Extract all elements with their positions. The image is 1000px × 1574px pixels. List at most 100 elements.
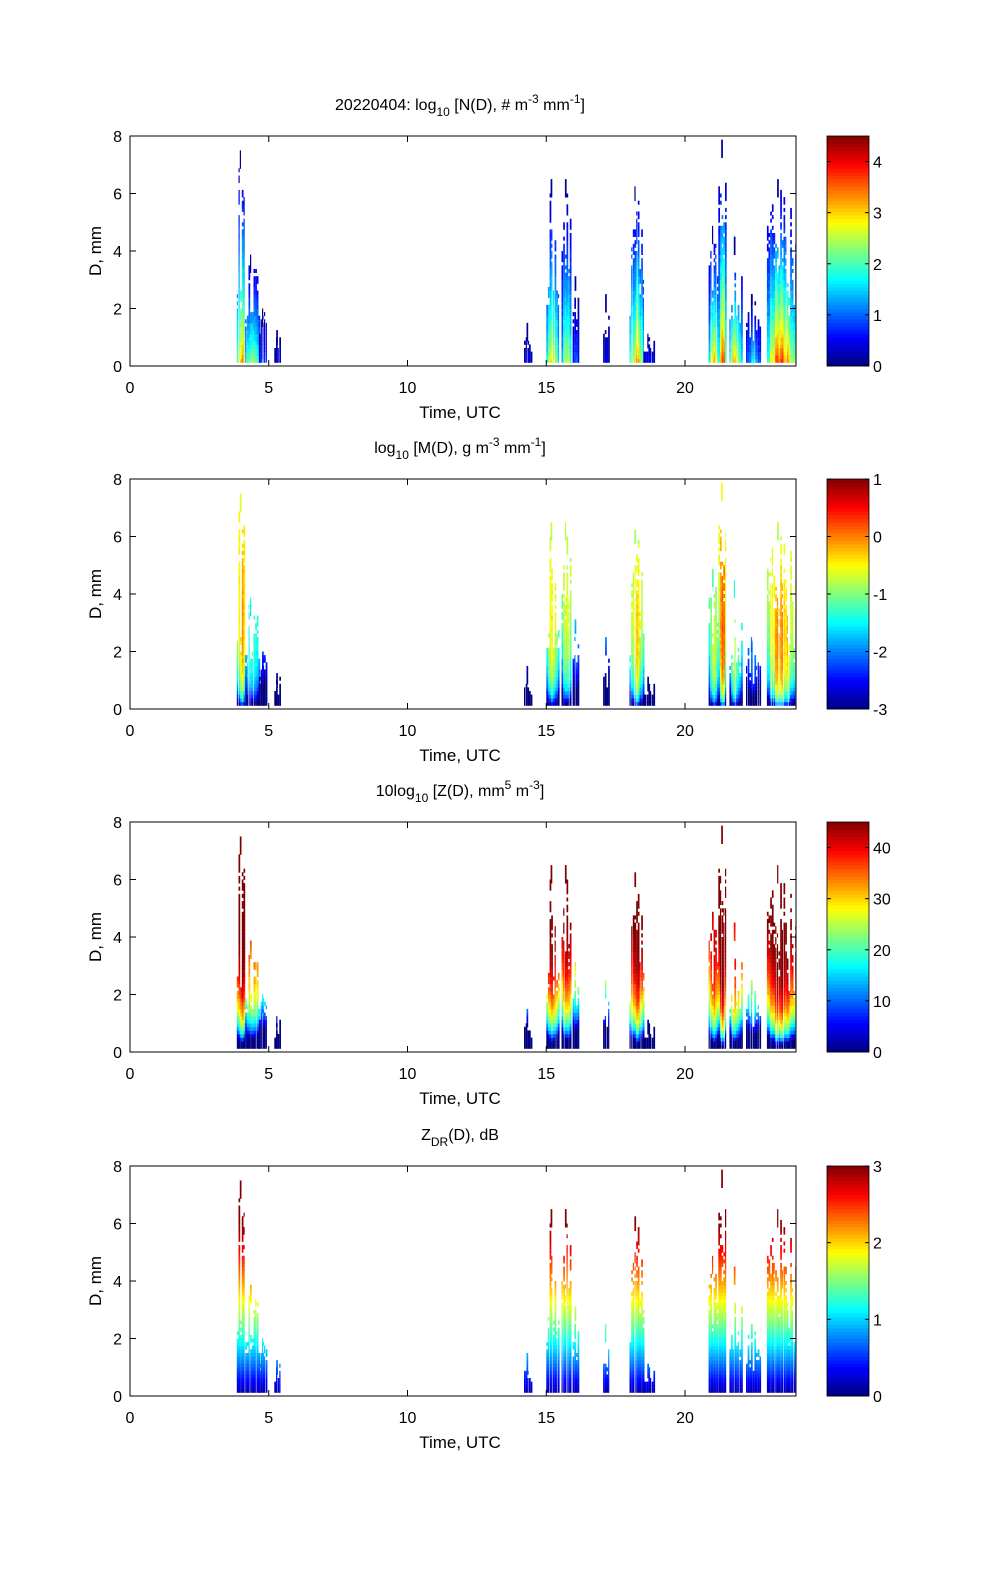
heatmap-cell [746,680,748,685]
heatmap-cell [253,333,256,338]
heatmap-cell [564,532,567,537]
heatmap-cell [238,576,241,580]
heatmap-cell [770,586,772,591]
heatmap-cell [566,597,569,602]
heatmap-cell [723,658,725,663]
heatmap-cell [561,269,564,273]
heatmap-cell [768,626,771,631]
heatmap-cell [710,330,712,335]
heatmap-cell [556,312,558,317]
heatmap-cell [732,669,735,674]
heatmap-cell [788,351,791,356]
heatmap-cell [711,669,714,674]
heatmap-cell [786,640,788,645]
heatmap-cell [741,644,743,649]
heatmap-cell [731,308,733,313]
heatmap-cell [737,673,740,678]
heatmap-cell [563,254,565,259]
heatmap-cell [603,683,605,688]
heatmap-cell [716,647,719,652]
heatmap-cell [731,683,733,688]
heatmap-cell [712,572,714,577]
heatmap-cell [775,680,777,685]
heatmap-cell [715,691,717,695]
heatmap-cell [783,337,786,342]
heatmap-cell [642,644,645,649]
heatmap-cell [768,355,771,360]
heatmap-cell [637,344,640,349]
heatmap-cell [551,680,553,685]
heatmap-cell [264,669,266,674]
heatmap-cell [768,619,771,624]
heatmap-cell [245,698,247,703]
heatmap-cell [632,683,634,688]
heatmap-cell [739,348,742,352]
heatmap-cell [736,662,738,667]
heatmap-cell [262,655,264,660]
heatmap-cell [737,655,740,660]
heatmap-cell [569,680,572,685]
heatmap-cell [788,665,791,670]
heatmap-cell [653,691,656,695]
heatmap-cell [641,691,643,695]
heatmap-cell [569,272,572,277]
heatmap-cell [642,315,644,320]
heatmap-cell [741,640,743,645]
heatmap-cell [781,355,784,360]
heatmap-cell [710,629,712,634]
heatmap-cell [238,229,240,234]
heatmap-cell [563,691,565,695]
heatmap-cell [751,355,753,360]
heatmap-cell [568,304,570,309]
heatmap-cell [566,261,569,266]
heatmap-cell [733,243,736,248]
heatmap-cell [790,358,792,363]
heatmap-cell [780,586,782,591]
colorbar-segment [827,272,869,277]
heatmap-cell [608,694,610,699]
heatmap-cell [238,322,240,327]
heatmap-cell [778,340,781,345]
heatmap-cell [241,687,244,692]
heatmap-cell [768,251,771,255]
colorbar-segment [827,265,869,270]
heatmap-cell [238,673,241,678]
heatmap-cell [708,297,711,302]
heatmap-cell [243,251,245,255]
heatmap-cell [569,355,572,360]
heatmap-cell [564,640,567,645]
heatmap-cell [757,358,760,363]
colorbar-segment [827,340,869,345]
heatmap-cell [713,251,716,255]
heatmap-cell [603,355,605,360]
heatmap-cell [715,265,717,270]
heatmap-cell [771,662,774,667]
heatmap-cell [265,344,267,349]
heatmap-cell [733,251,736,255]
heatmap-cell [557,344,560,349]
heatmap-cell [775,633,777,638]
heatmap-cell [264,340,266,345]
heatmap-cell [529,351,531,356]
heatmap-cell [715,608,717,613]
colorbar-tick-label: 4 [873,155,882,172]
heatmap-cell [236,344,238,349]
heatmap-cell [239,507,242,512]
heatmap-cell [574,344,576,349]
heatmap-cell [637,626,640,631]
heatmap-cell [569,301,572,306]
heatmap-cell [776,637,779,642]
heatmap-cell [556,344,558,349]
heatmap-cell [757,355,760,360]
heatmap-cell [557,348,560,352]
heatmap-cell [721,601,724,606]
heatmap-cell [245,348,247,352]
heatmap-cell [783,543,786,548]
heatmap-cell [641,597,643,602]
heatmap-cell [248,673,250,678]
heatmap-cell [713,647,716,652]
heatmap-cell [780,308,782,313]
heatmap-cell [250,683,252,688]
heatmap-cell [557,633,560,638]
heatmap-cell [785,351,787,356]
